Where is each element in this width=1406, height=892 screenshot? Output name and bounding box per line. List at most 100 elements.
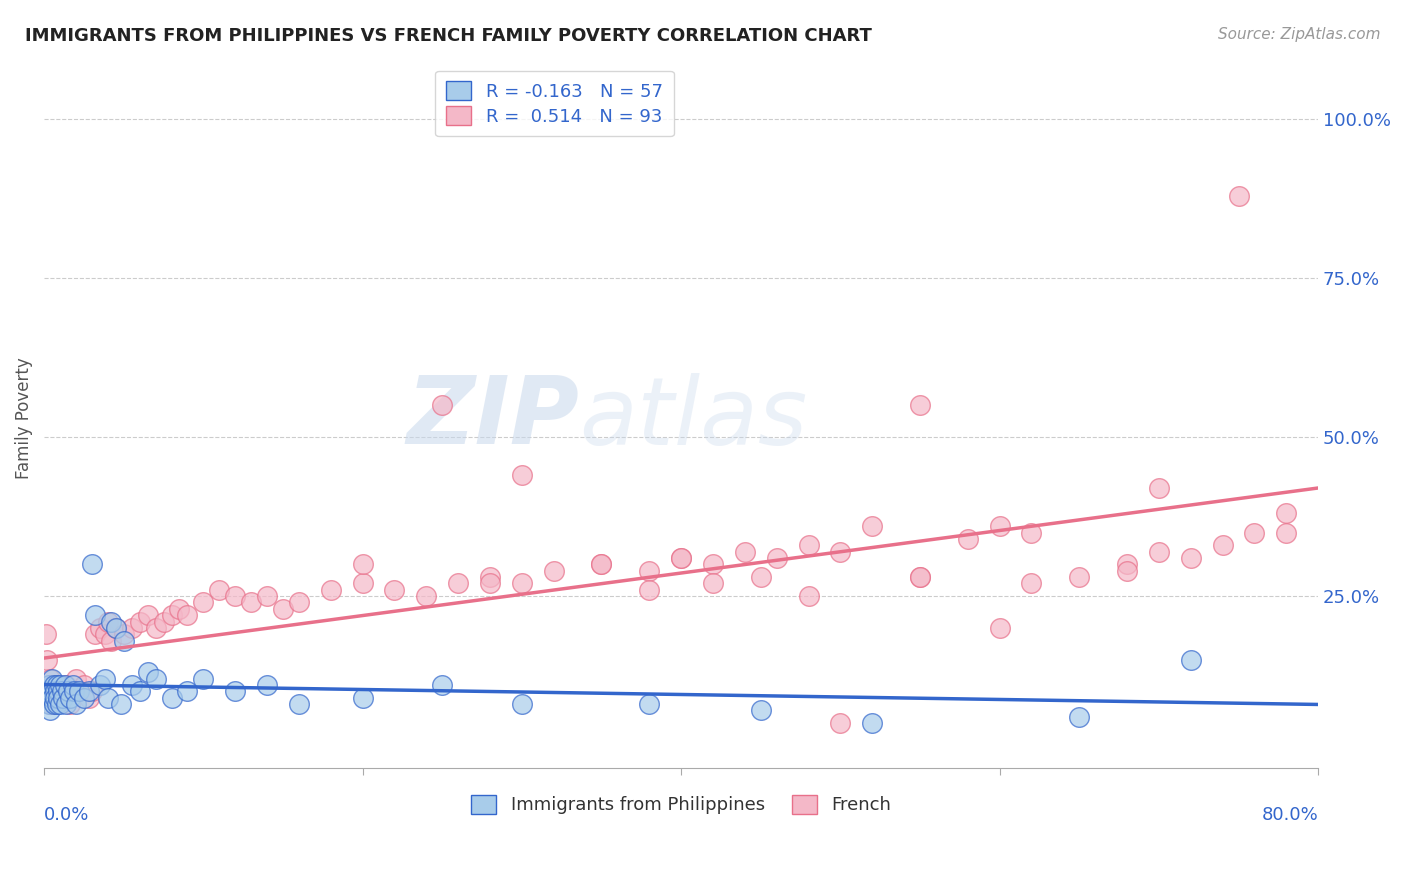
Point xyxy=(638,697,661,711)
Point xyxy=(384,582,406,597)
Point xyxy=(908,570,931,584)
Point xyxy=(104,621,127,635)
Point xyxy=(956,532,979,546)
Point xyxy=(48,684,70,698)
Text: IMMIGRANTS FROM PHILIPPINES VS FRENCH FAMILY POVERTY CORRELATION CHART: IMMIGRANTS FROM PHILIPPINES VS FRENCH FA… xyxy=(25,27,872,45)
Point xyxy=(73,690,96,705)
Point xyxy=(1212,538,1234,552)
Point xyxy=(224,589,246,603)
Text: Source: ZipAtlas.com: Source: ZipAtlas.com xyxy=(1218,27,1381,42)
Point xyxy=(80,558,103,572)
Point xyxy=(97,690,120,705)
Point xyxy=(193,595,215,609)
Point xyxy=(53,678,76,692)
Point xyxy=(136,665,159,680)
Point xyxy=(37,653,59,667)
Point xyxy=(176,684,198,698)
Point xyxy=(152,615,174,629)
Y-axis label: Family Poverty: Family Poverty xyxy=(15,357,32,479)
Point xyxy=(42,678,65,692)
Legend: Immigrants from Philippines, French: Immigrants from Philippines, French xyxy=(464,788,898,822)
Point xyxy=(240,595,263,609)
Point xyxy=(765,551,787,566)
Point xyxy=(97,615,120,629)
Point xyxy=(288,697,311,711)
Point xyxy=(256,678,278,692)
Point xyxy=(41,684,63,698)
Point xyxy=(55,697,77,711)
Point xyxy=(39,697,62,711)
Point xyxy=(110,697,132,711)
Point xyxy=(48,690,70,705)
Point xyxy=(37,690,59,705)
Point xyxy=(58,697,80,711)
Point xyxy=(45,690,67,705)
Point xyxy=(35,684,58,698)
Point xyxy=(830,716,852,731)
Point xyxy=(35,627,58,641)
Point xyxy=(908,570,931,584)
Point xyxy=(41,672,63,686)
Point xyxy=(38,690,60,705)
Point xyxy=(160,690,183,705)
Point xyxy=(65,672,87,686)
Point xyxy=(1021,525,1043,540)
Point xyxy=(797,589,820,603)
Point xyxy=(100,615,122,629)
Point xyxy=(63,684,86,698)
Point xyxy=(669,551,692,566)
Point xyxy=(510,697,533,711)
Point xyxy=(112,633,135,648)
Point xyxy=(42,697,65,711)
Point xyxy=(136,608,159,623)
Point xyxy=(100,633,122,648)
Point xyxy=(84,608,107,623)
Point xyxy=(121,678,143,692)
Point xyxy=(56,684,79,698)
Point xyxy=(1275,507,1298,521)
Point xyxy=(638,564,661,578)
Point xyxy=(702,558,724,572)
Text: atlas: atlas xyxy=(579,373,807,464)
Point xyxy=(591,558,613,572)
Point xyxy=(44,690,66,705)
Point xyxy=(38,697,60,711)
Point xyxy=(73,678,96,692)
Point xyxy=(543,564,565,578)
Point xyxy=(77,684,100,698)
Point xyxy=(65,697,87,711)
Point xyxy=(89,678,111,692)
Point xyxy=(319,582,342,597)
Point xyxy=(104,621,127,635)
Point xyxy=(749,704,772,718)
Point xyxy=(41,690,63,705)
Point xyxy=(208,582,231,597)
Text: ZIP: ZIP xyxy=(406,372,579,464)
Point xyxy=(93,672,115,686)
Point xyxy=(77,690,100,705)
Point xyxy=(89,621,111,635)
Point xyxy=(55,678,77,692)
Point xyxy=(415,589,437,603)
Point xyxy=(45,697,67,711)
Point xyxy=(93,627,115,641)
Point xyxy=(38,678,60,692)
Point xyxy=(44,684,66,698)
Point xyxy=(193,672,215,686)
Point xyxy=(352,558,374,572)
Point xyxy=(988,519,1011,533)
Point xyxy=(1275,525,1298,540)
Point xyxy=(288,595,311,609)
Point xyxy=(830,544,852,558)
Point xyxy=(41,690,63,705)
Point xyxy=(49,684,72,698)
Point xyxy=(42,697,65,711)
Point xyxy=(510,468,533,483)
Point xyxy=(62,678,84,692)
Point xyxy=(49,697,72,711)
Point xyxy=(37,684,59,698)
Point xyxy=(84,627,107,641)
Point xyxy=(39,672,62,686)
Point xyxy=(669,551,692,566)
Point xyxy=(45,678,67,692)
